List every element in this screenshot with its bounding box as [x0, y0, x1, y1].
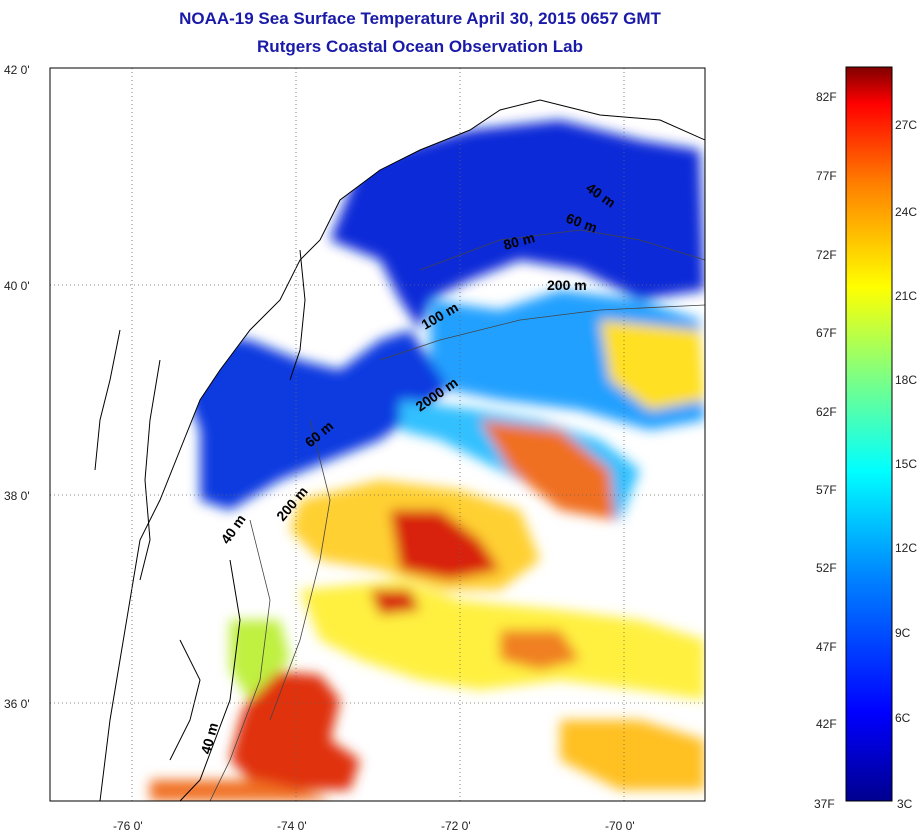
colorbar-c-label: 12C — [895, 541, 917, 555]
colorbar-f-label: 37F — [814, 797, 835, 811]
sst-field — [150, 120, 705, 801]
isobath-label: 80 m — [502, 229, 537, 253]
lat-tick-36: 36 0' — [4, 697, 30, 711]
colorbar-c-label: 15C — [895, 457, 917, 471]
colorbar-f-label: 52F — [816, 561, 837, 575]
colorbar-c-label: 27C — [895, 118, 917, 132]
colorbar-c-label: 18C — [895, 373, 917, 387]
coastline — [50, 68, 705, 801]
lat-tick-38: 38 0' — [4, 489, 30, 503]
colorbar-f-label: 62F — [816, 405, 837, 419]
lon-tick-76: -76 0' — [113, 819, 143, 832]
lon-tick-72: -72 0' — [441, 819, 471, 832]
isobath-label: 200 m — [547, 277, 587, 293]
lat-tick-42: 42 0' — [4, 63, 30, 77]
lon-tick-70: -70 0' — [605, 819, 635, 832]
map-title: NOAA-19 Sea Surface Temperature April 30… — [179, 9, 661, 28]
colorbar-f-label: 67F — [816, 326, 837, 340]
lat-tick-40: 40 0' — [4, 279, 30, 293]
colorbar — [845, 66, 893, 802]
colorbar-f-label: 77F — [816, 169, 837, 183]
map-frame — [49, 67, 706, 802]
colorbar-f-label: 57F — [816, 483, 837, 497]
colorbar-c-label: 9C — [895, 626, 911, 640]
colorbar-f-label: 72F — [816, 248, 837, 262]
colorbar-f-label: 47F — [816, 640, 837, 654]
colorbar-f-label: 42F — [816, 717, 837, 731]
map-subtitle: Rutgers Coastal Ocean Observation Lab — [257, 37, 583, 56]
colorbar-c-label: 21C — [895, 289, 917, 303]
colorbar-c-label: 3C — [897, 797, 913, 811]
colorbar-f-label: 82F — [816, 90, 837, 104]
colorbar-c-label: 24C — [895, 205, 917, 219]
isobath-label: 40 m — [197, 721, 221, 756]
colorbar-c-label: 6C — [895, 711, 911, 725]
lon-tick-74: -74 0' — [277, 819, 307, 832]
